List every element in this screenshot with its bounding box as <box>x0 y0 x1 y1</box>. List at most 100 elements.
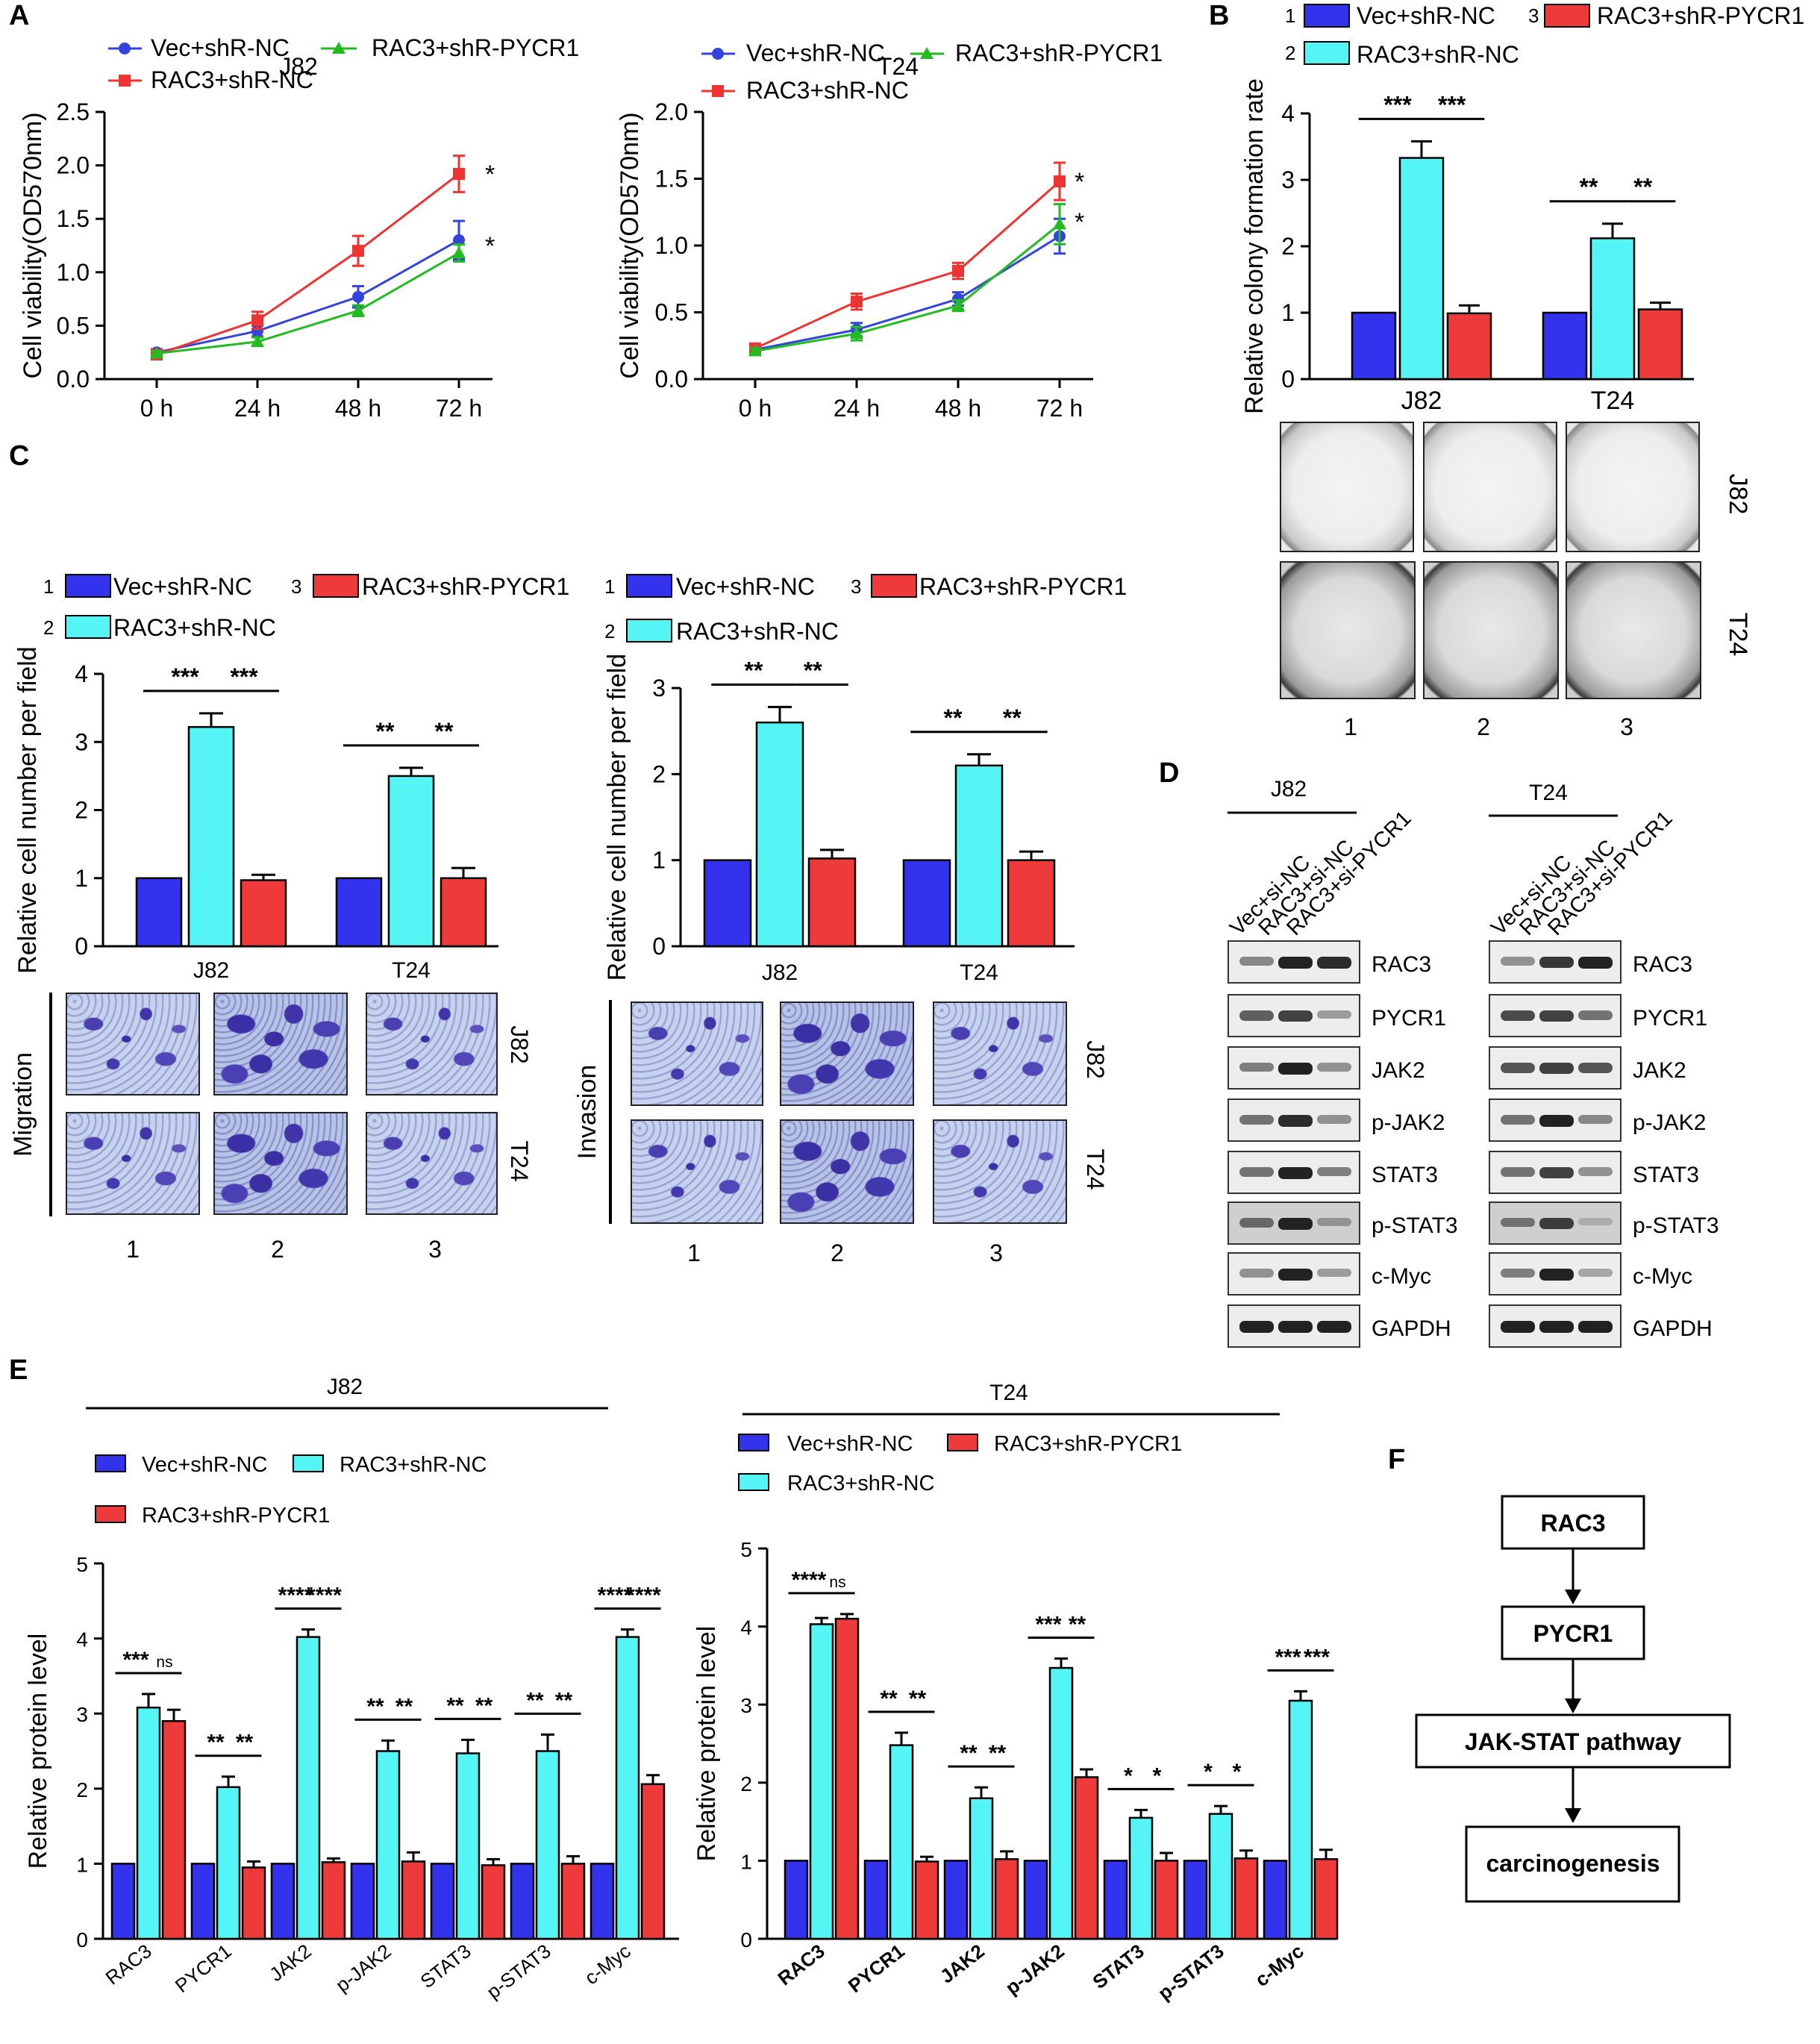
x-tick-label: J82 <box>762 960 798 985</box>
f-arrowhead <box>1565 1808 1581 1823</box>
data-point <box>453 168 465 181</box>
chart-title: T24 <box>878 53 919 80</box>
significance-mark: *** <box>1275 1645 1301 1669</box>
significance-mark: * <box>1233 1760 1242 1784</box>
legend-e-vec: Vec+shR-NC <box>142 1453 267 1477</box>
bar <box>1589 237 1636 381</box>
data-point <box>251 334 264 347</box>
invasion-image-j82-1 <box>631 1001 763 1106</box>
blot-band <box>1501 957 1535 966</box>
protein-label: STAT3 <box>1633 1163 1699 1187</box>
legend-e2-rac3: RAC3+shR-NC <box>787 1472 934 1496</box>
bar <box>889 1744 914 1940</box>
y-tick-label: 1.0 <box>57 259 90 286</box>
bar <box>1183 1860 1208 1940</box>
bar <box>784 1860 809 1940</box>
invasion-image-j82-2 <box>780 1001 914 1106</box>
x-tick-label: RAC3 <box>101 1940 156 1989</box>
legend-c2-vec: Vec+shR-NC <box>676 573 815 600</box>
bar <box>755 721 804 948</box>
x-tick-label: T24 <box>392 958 431 983</box>
series-line <box>754 223 1060 352</box>
data-point <box>251 314 263 327</box>
legend-a-j82: Vec+shR-NC RAC3+shR-PYCR1 RAC3+shR-NC <box>108 34 579 93</box>
bar <box>1128 1816 1154 1940</box>
bar <box>1446 312 1492 381</box>
series-line <box>156 239 460 354</box>
blot-band <box>1317 1321 1351 1333</box>
blot-band <box>1578 957 1613 969</box>
blot-band <box>1317 1115 1351 1124</box>
x-tick-label: STAT3 <box>1088 1940 1148 1993</box>
x-tick-label: c-Myc <box>581 1940 635 1989</box>
legend-c2-rac3: RAC3+shR-NC <box>676 618 839 645</box>
significance-mark: *** <box>1304 1645 1330 1669</box>
blot-band <box>1539 1218 1574 1229</box>
bar <box>809 1623 834 1940</box>
y-tick-label: 0.5 <box>655 299 688 326</box>
significance-mark: * <box>1124 1763 1133 1788</box>
protein-label: RAC3 <box>1633 952 1692 977</box>
significance-mark: ** <box>960 1741 978 1766</box>
x-tick-label: PYCR1 <box>171 1940 236 1997</box>
blot-band <box>1501 1115 1535 1125</box>
x-tick-label: p-STAT3 <box>1154 1940 1228 2004</box>
y-tick-label: 1.5 <box>655 166 688 193</box>
significance-mark: ** <box>804 657 822 684</box>
data-point <box>850 327 863 340</box>
protein-label: p-JAK2 <box>1633 1110 1706 1135</box>
blot-band <box>1317 1218 1351 1226</box>
blot-band <box>1278 1010 1313 1022</box>
blot-band <box>1239 1115 1274 1125</box>
blot-band <box>1539 1321 1574 1333</box>
bar <box>834 1617 860 1940</box>
y-tick-label: 1.5 <box>57 205 90 232</box>
blot-rac3 <box>1489 940 1622 984</box>
data-point <box>952 265 964 278</box>
significance-mark: *** <box>230 663 258 690</box>
significance-mark: **** <box>792 1568 827 1593</box>
significance-mark: ** <box>207 1731 225 1755</box>
blot-band <box>1278 957 1313 969</box>
legend-c-right: 1 Vec+shR-NC 3 RAC3+shR-PYCR1 2 RAC3+shR… <box>604 573 1127 645</box>
bar <box>401 1860 426 1940</box>
f-arrowhead <box>1565 1590 1581 1604</box>
f-arrowhead <box>1565 1698 1581 1713</box>
legend-a-j82-rac3: RAC3+shR-NC <box>151 66 313 93</box>
significance-mark: ** <box>526 1688 544 1713</box>
legend-marker-square <box>119 75 131 87</box>
series-line <box>156 251 460 355</box>
bar <box>190 1863 216 1940</box>
blot-p-jak2 <box>1228 1098 1360 1142</box>
bar <box>1048 1666 1074 1940</box>
significance-mark: *** <box>1383 91 1412 118</box>
y-axis-label: Cell viability(OD570nm) <box>19 112 47 378</box>
significance-mark: ** <box>1069 1612 1086 1637</box>
c-row-label-t24: T24 <box>1082 1148 1109 1190</box>
legend-e-rac3: RAC3+shR-NC <box>340 1453 487 1477</box>
bar <box>560 1863 586 1940</box>
bar <box>994 1858 1019 1940</box>
protein-label: c-Myc <box>1633 1264 1692 1289</box>
bar <box>375 1750 401 1940</box>
blot-band <box>1278 1321 1313 1333</box>
y-tick-label: 5 <box>76 1553 88 1576</box>
x-tick-label: J82 <box>1401 387 1442 415</box>
blot-band <box>1501 1167 1535 1177</box>
x-tick-label: 24 h <box>234 395 281 422</box>
legend-num: 1 <box>604 575 615 598</box>
y-axis-label: Relative colony formation rate <box>1240 78 1269 414</box>
f-flow-diagram: RAC3 PYCR1 JAK-STAT pathway carcinogenes… <box>1415 1495 1731 1903</box>
bar <box>1208 1813 1233 1940</box>
bar <box>510 1863 535 1940</box>
legend-b: 1 Vec+shR-NC 3 RAC3+shR-PYCR1 2 RAC3+shR… <box>1285 2 1804 68</box>
blot-band <box>1317 957 1351 969</box>
blot-band <box>1278 1269 1313 1281</box>
bar <box>335 877 383 948</box>
protein-label: GAPDH <box>1633 1316 1713 1341</box>
significance-mark: *** <box>122 1648 148 1672</box>
x-tick-label: 48 h <box>335 395 381 422</box>
blot-band <box>1539 1269 1574 1281</box>
protein-label: p-STAT3 <box>1633 1213 1719 1238</box>
